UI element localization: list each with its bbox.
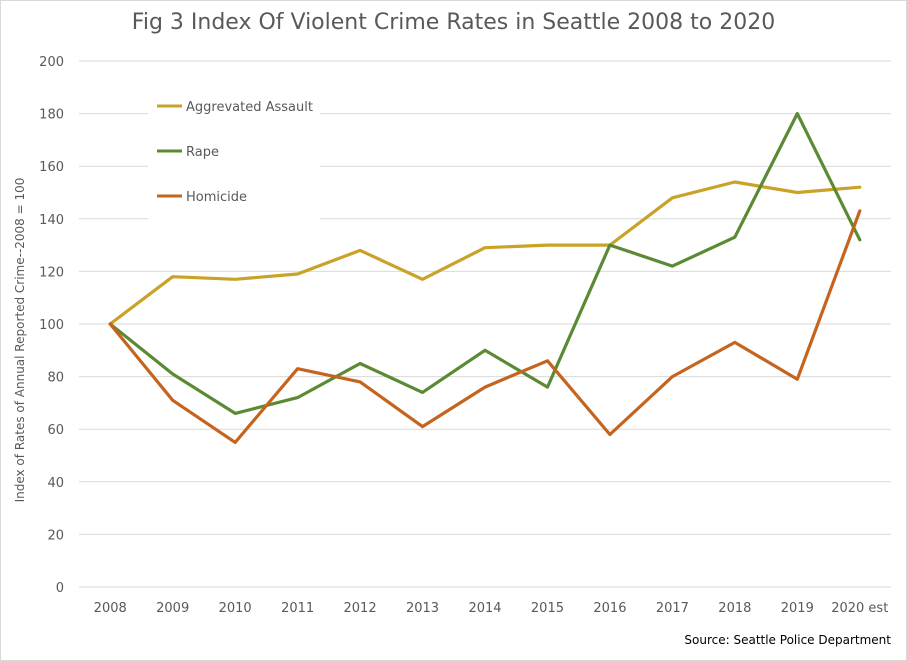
x-tick-label: 2019 xyxy=(781,601,814,616)
y-tick-label: 40 xyxy=(47,476,64,491)
x-tick-label: 2016 xyxy=(593,601,626,616)
x-tick-label: 2013 xyxy=(406,601,439,616)
x-tick-label: 2009 xyxy=(156,601,189,616)
y-tick-label: 100 xyxy=(39,318,64,333)
y-tick-label: 200 xyxy=(39,55,64,70)
series-line-aggrevated-assault xyxy=(108,180,862,326)
chart-title: Fig 3 Index Of Violent Crime Rates in Se… xyxy=(131,10,776,35)
x-tick-label: 2011 xyxy=(281,601,314,616)
series-lines xyxy=(108,111,862,444)
y-tick-label: 20 xyxy=(47,528,64,543)
legend-label: Aggrevated Assault xyxy=(186,100,313,115)
x-tick-label: 2014 xyxy=(468,601,501,616)
y-axis-ticks: 0 20 40 60 80 100 120 140 160 180 200 xyxy=(39,55,64,596)
x-tick-label: 2010 xyxy=(219,601,252,616)
x-tick-label: 2020 est xyxy=(831,601,888,616)
source-note: Source: Seattle Police Department xyxy=(684,633,891,647)
y-tick-label: 160 xyxy=(39,160,64,175)
legend-label: Rape xyxy=(186,145,219,160)
y-tick-label: 0 xyxy=(56,581,64,596)
y-tick-label: 140 xyxy=(39,213,64,228)
x-axis-ticks: 2008 2009 2010 2011 2012 2013 2014 2015 2016 2017… xyxy=(94,601,889,616)
legend: Aggrevated Assault Rape Homicide xyxy=(148,84,320,224)
x-tick-label: 2015 xyxy=(531,601,564,616)
y-tick-label: 80 xyxy=(47,371,64,386)
x-tick-label: 2017 xyxy=(656,601,689,616)
series-line-homicide xyxy=(108,209,862,444)
y-tick-label: 180 xyxy=(39,108,64,123)
legend-label: Homicide xyxy=(186,190,247,205)
series-line-rape xyxy=(108,111,862,415)
y-tick-label: 60 xyxy=(47,423,64,438)
x-tick-label: 2018 xyxy=(718,601,751,616)
x-tick-label: 2008 xyxy=(94,601,127,616)
y-tick-label: 120 xyxy=(39,265,64,280)
x-tick-label: 2012 xyxy=(344,601,377,616)
